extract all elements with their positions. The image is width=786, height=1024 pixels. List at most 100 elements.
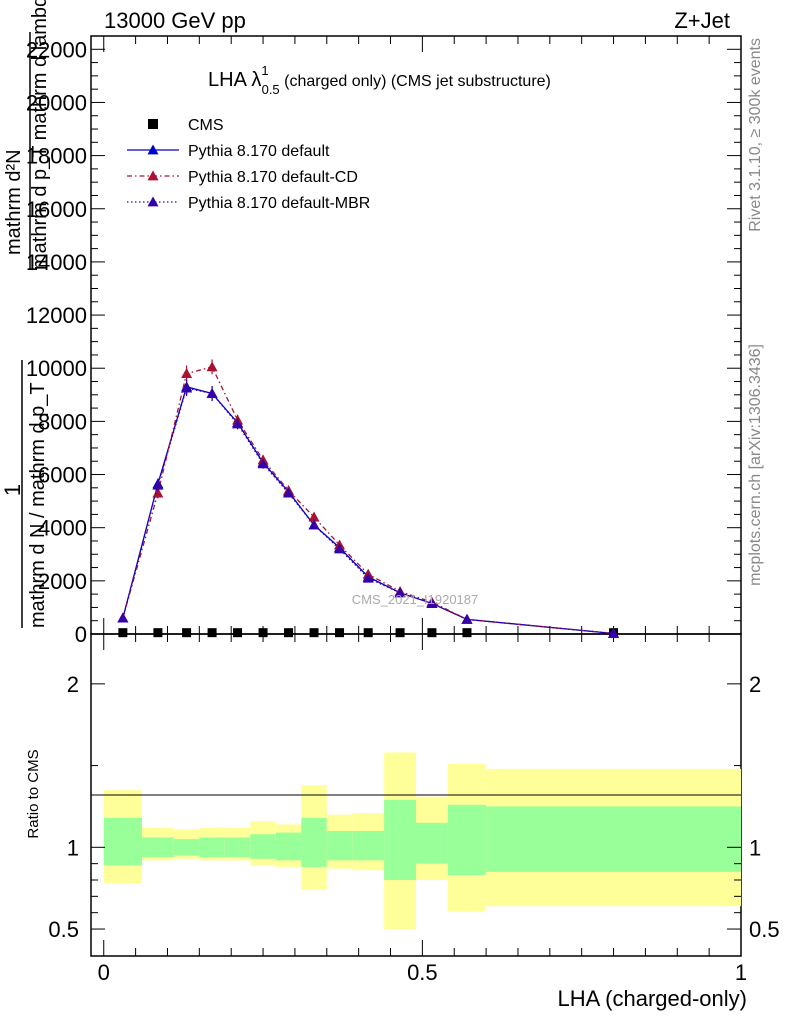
- plot-title-suffix: (charged only) (CMS jet substructure): [280, 73, 551, 90]
- main-y-tick-label: 10000: [26, 356, 87, 381]
- ratio-inner-band-13: [486, 806, 741, 872]
- main-y-tick-label: 2000: [38, 569, 87, 594]
- legend-label: CMS: [188, 117, 224, 134]
- ratio-y-tick-label-left: 0.5: [48, 917, 79, 942]
- y-label-frac-den: mathrm d p_T mathrm d lambda: [29, 0, 51, 270]
- main-y-tick-label: 18000: [26, 144, 87, 169]
- legend-marker-dashdot: [147, 170, 159, 181]
- series-marker-dotted: [232, 418, 244, 429]
- x-axis-label: LHA (charged-only): [557, 986, 747, 1011]
- series-marker-dashdot: [181, 368, 193, 378]
- ratio-inner-band-0: [103, 817, 142, 866]
- ratio-inner-band-2: [173, 839, 200, 856]
- main-y-tick-label: 4000: [38, 516, 87, 541]
- ratio-x-axis: 0 0.5 1: [98, 634, 747, 985]
- main-y-label: 1 mathrm d N / mathrm d p_T mathrm d²N m…: [0, 0, 51, 628]
- x-tick-label: 0.5: [407, 960, 438, 985]
- cms-data-point: [335, 628, 345, 638]
- main-x-ticks: [103, 36, 742, 634]
- main-y-axis: 0 2000 4000 6000 8000 10000 12000 14000 16000 180…: [26, 37, 741, 647]
- series-marker-dotted: [461, 613, 473, 624]
- cms-data-point: [207, 628, 217, 638]
- legend: CMS Pythia 8.170 default Pythia 8.170 defa…: [127, 117, 370, 212]
- series-marker-dotted: [152, 479, 164, 490]
- ratio-y-axis: 0.5 0.5 1 1 2 2: [48, 672, 779, 942]
- y-label-one: 1: [0, 484, 25, 496]
- series-marker-dotted: [257, 458, 269, 469]
- series-line-dashdot: [122, 366, 614, 635]
- series-marker-dotted: [608, 627, 620, 638]
- cms-data-point: [153, 628, 163, 638]
- cms-data-point: [363, 628, 373, 638]
- cms-data-point: [118, 628, 128, 638]
- legend-marker-solid: [147, 144, 159, 155]
- main-y-tick-label: 6000: [38, 463, 87, 488]
- ratio-inner-band-9: [352, 830, 385, 861]
- cms-data-point: [427, 628, 437, 638]
- series-marker-dotted: [394, 587, 406, 598]
- ratio-y-tick-label-left: 1: [67, 835, 79, 860]
- ratio-inner-band-4: [224, 837, 251, 858]
- legend-label: Pythia 8.170 default-CD: [188, 169, 358, 186]
- cms-data-point: [233, 628, 243, 638]
- series-marker-dotted: [362, 572, 374, 583]
- plot-title-prefix: LHA λ: [208, 69, 261, 91]
- main-y-tick-label: 20000: [26, 90, 87, 115]
- series-marker-dashdot: [152, 487, 164, 498]
- ratio-inner-band-3: [199, 837, 225, 858]
- main-y-tick-label: 16000: [26, 197, 87, 222]
- y-label-lower: mathrm d N / mathrm d p_T: [27, 382, 49, 628]
- ratio-inner-band-8: [326, 830, 353, 861]
- legend-cms-marker: [148, 119, 158, 129]
- series-layer: [117, 359, 620, 638]
- ratio-inner-band-12: [447, 804, 487, 876]
- legend-marker-dotted: [147, 196, 159, 207]
- ratio-inner-band-11: [416, 822, 448, 864]
- series-marker-dotted: [334, 543, 346, 554]
- plot-title-sub: 0.5: [262, 82, 280, 97]
- y-label-frac-num: mathrm d²N: [3, 149, 25, 255]
- main-y-tick-label: 0: [75, 622, 87, 647]
- plot-title-sup: 1: [261, 63, 268, 78]
- plot-title: LHA λ1 0.5 (charged only) (CMS jet substr…: [208, 63, 551, 97]
- cms-data-point: [309, 628, 319, 638]
- legend-label: Pythia 8.170 default: [188, 143, 330, 160]
- x-tick-label: 0: [98, 960, 110, 985]
- analysis-watermark: CMS_2021_I1920187: [352, 592, 479, 607]
- ratio-inner-band-7: [301, 817, 327, 867]
- series-marker-dotted: [308, 519, 320, 530]
- cms-data-point: [258, 628, 268, 638]
- legend-label: Pythia 8.170 default-MBR: [188, 195, 370, 212]
- main-y-tick-label: 12000: [26, 303, 87, 328]
- energy-label: 13000 GeV pp: [104, 8, 246, 33]
- x-tick-label: 1: [735, 960, 747, 985]
- series-marker-dotted: [206, 387, 218, 398]
- cms-data-point: [284, 628, 294, 638]
- ratio-inner-band-1: [141, 837, 174, 858]
- main-y-tick-label: 8000: [38, 409, 87, 434]
- series-marker-dotted: [283, 487, 295, 498]
- main-y-tick-label: 22000: [26, 37, 87, 62]
- ratio-y-tick-label-right: 1: [749, 835, 761, 860]
- ratio-inner-band-5: [250, 834, 276, 859]
- cms-data-point: [182, 628, 192, 638]
- cms-data-point: [462, 628, 472, 638]
- rivet-label: Rivet 3.1.10, ≥ 300k events: [747, 38, 764, 232]
- series-marker-dotted: [181, 382, 193, 393]
- series-line-solid: [122, 386, 614, 635]
- mcplots-label: mcplots.cern.ch [arXiv:1306.3436]: [747, 344, 764, 586]
- series-marker-dotted: [117, 612, 129, 623]
- ratio-y-tick-label-right: 2: [749, 672, 761, 697]
- series-marker-dashdot: [206, 361, 218, 372]
- ratio-y-label: Ratio to CMS: [25, 749, 42, 838]
- ratio-inner-band-10: [384, 799, 416, 880]
- process-label: Z+Jet: [674, 8, 730, 33]
- series-marker-dashdot: [308, 511, 320, 522]
- ratio-inner-band-6: [275, 832, 302, 861]
- ratio-bands: [103, 752, 741, 930]
- series-marker-dotted: [426, 597, 438, 608]
- main-y-tick-label: 14000: [26, 250, 87, 275]
- ratio-y-tick-label-left: 2: [67, 672, 79, 697]
- cms-data-point: [395, 628, 405, 638]
